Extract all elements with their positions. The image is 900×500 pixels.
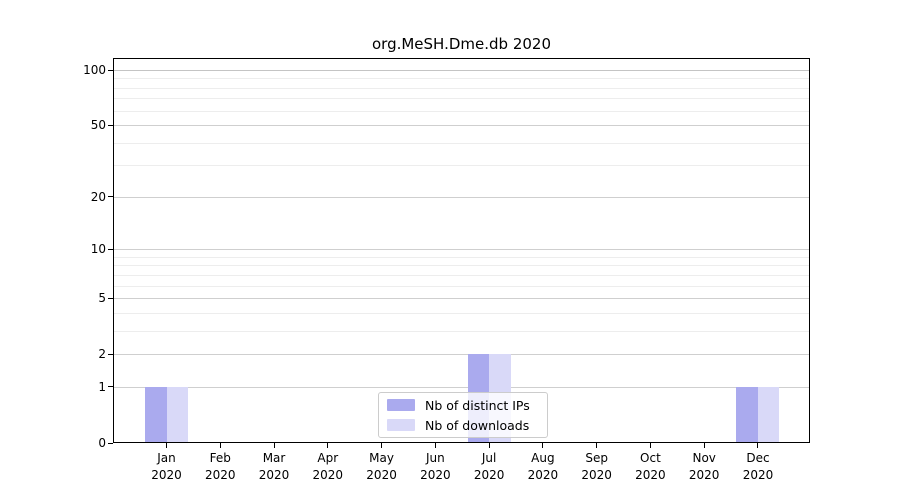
x-tick-label-line: 2020 <box>527 467 559 482</box>
downloads-swatch <box>387 419 415 431</box>
x-tick-label: Jan 2020 <box>135 450 199 483</box>
x-tick-label-line: 2020 <box>366 467 397 482</box>
minor-gridline <box>113 142 810 144</box>
x-tick-mark <box>273 443 275 448</box>
y-tick-label: 10 <box>90 242 106 257</box>
x-tick-label-line: Jul <box>481 451 497 465</box>
x-tick-label-line: Oct <box>640 451 661 465</box>
x-tick-mark <box>649 443 651 448</box>
x-tick-label: Feb 2020 <box>188 450 252 483</box>
major-gridline <box>113 70 810 71</box>
x-tick-mark <box>542 443 544 448</box>
x-tick-mark <box>381 443 383 448</box>
x-tick-label-line: 2020 <box>312 467 344 482</box>
x-tick-label: May 2020 <box>350 450 414 483</box>
y-tick-label: 20 <box>90 189 106 204</box>
minor-gridline <box>113 312 810 314</box>
x-tick-label: Oct 2020 <box>618 450 682 483</box>
x-tick-label: Nov 2020 <box>672 450 736 483</box>
x-tick-label-line: 2020 <box>204 467 236 482</box>
y-tick-label: 0 <box>98 436 106 450</box>
x-tick-label-line: Apr <box>317 451 339 465</box>
major-gridline <box>113 249 810 251</box>
x-tick-label-line: Jun <box>425 451 445 465</box>
major-gridline <box>113 386 810 388</box>
x-tick-label-line: Dec <box>746 451 770 465</box>
minor-gridline <box>113 110 810 112</box>
y-tick-mark <box>108 297 113 299</box>
minor-gridline <box>113 274 810 276</box>
x-tick-label: Apr 2020 <box>296 450 360 483</box>
x-tick-mark <box>434 443 436 448</box>
bar-downloads <box>757 386 780 443</box>
y-tick-mark <box>108 386 113 388</box>
x-tick-label-line: Aug <box>531 451 555 465</box>
x-tick-label: Aug 2020 <box>511 450 575 483</box>
y-tick-label: 1 <box>98 379 106 394</box>
y-tick-mark <box>108 196 113 198</box>
x-tick-label-line: 2020 <box>151 467 182 482</box>
x-tick-label-line: 2020 <box>420 467 451 482</box>
x-tick-label-line: Jan <box>157 451 176 465</box>
bar-distinct-ips <box>736 386 758 443</box>
bar-distinct-ips <box>145 386 167 443</box>
x-tick-mark <box>488 443 490 448</box>
legend-item-downloads: Nb of downloads <box>387 417 547 434</box>
x-tick-label-line: 2020 <box>258 467 290 482</box>
x-tick-label-line: Feb <box>209 451 231 465</box>
x-tick-label-line: May <box>369 451 394 465</box>
x-tick-label: Sep 2020 <box>565 450 629 483</box>
x-tick-label-line: 2020 <box>688 467 720 482</box>
y-tick-mark <box>108 442 113 444</box>
minor-gridline <box>113 78 810 80</box>
x-tick-mark <box>596 443 598 448</box>
x-tick-label: Dec 2020 <box>726 450 790 483</box>
y-tick-mark <box>108 69 113 71</box>
x-tick-label-line: Sep <box>585 451 608 465</box>
major-gridline <box>113 196 810 198</box>
x-tick-mark <box>166 443 167 448</box>
major-gridline <box>113 298 810 300</box>
x-tick-mark <box>219 443 221 448</box>
legend-item-distinct-ips: Nb of distinct IPs <box>387 397 547 414</box>
minor-gridline <box>113 256 810 258</box>
x-tick-mark <box>327 443 329 448</box>
minor-gridline <box>113 330 810 332</box>
y-tick-label: 2 <box>98 347 106 362</box>
minor-gridline <box>113 165 810 167</box>
x-tick-mark <box>757 443 759 448</box>
y-tick-mark <box>108 248 113 250</box>
x-tick-label: Jul 2020 <box>457 450 521 483</box>
x-tick-label-line: Mar <box>262 451 286 465</box>
x-tick-label: Mar 2020 <box>242 450 306 483</box>
chart-title: org.MeSH.Dme.db 2020 <box>372 35 551 53</box>
legend: Nb of distinct IPs Nb of downloads <box>378 392 548 438</box>
major-gridline <box>113 354 810 356</box>
x-tick-label-line: 2020 <box>581 467 612 482</box>
y-tick-mark <box>108 353 113 355</box>
minor-gridline <box>113 87 810 89</box>
plot-area-border <box>113 58 810 443</box>
minor-gridline <box>113 98 810 100</box>
bar-downloads <box>166 386 188 443</box>
x-tick-label-line: 2020 <box>742 467 774 482</box>
legend-label-distinct-ips: Nb of distinct IPs <box>425 397 530 413</box>
x-tick-label: Jun 2020 <box>403 450 467 483</box>
x-tick-mark <box>703 443 705 448</box>
x-tick-label-line: Nov <box>692 451 716 465</box>
y-tick-label: 5 <box>98 291 106 306</box>
distinct-ips-swatch <box>387 399 415 411</box>
minor-gridline <box>113 265 810 267</box>
x-tick-label-line: 2020 <box>635 467 666 482</box>
y-tick-mark <box>108 124 113 126</box>
major-gridline <box>113 125 810 127</box>
minor-gridline <box>113 285 810 287</box>
x-tick-label-line: 2020 <box>473 467 505 482</box>
y-tick-label: 100 <box>83 63 106 77</box>
y-tick-label: 50 <box>90 118 106 133</box>
legend-label-downloads: Nb of downloads <box>425 417 530 433</box>
